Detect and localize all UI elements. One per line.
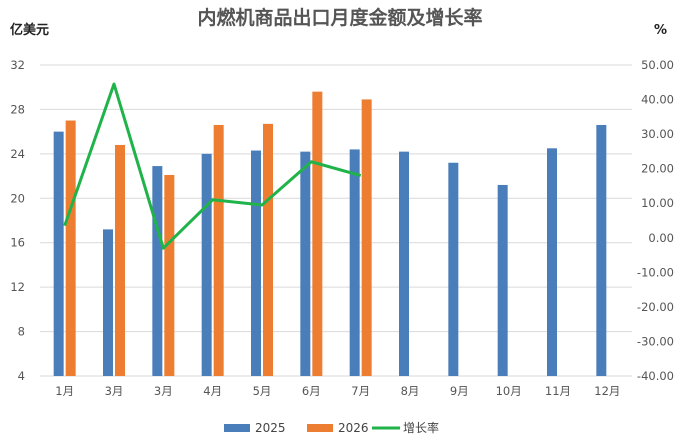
bar-2025-8 (399, 151, 409, 376)
bar-2025-7 (349, 149, 360, 376)
x-tick-label: 12月 (594, 384, 620, 398)
x-tick-label: 10月 (496, 384, 522, 398)
right-tick-label: 0.00 (648, 231, 674, 245)
bar-2025-9 (448, 162, 459, 376)
right-tick-label: -20.00 (637, 300, 674, 314)
chart-title: 内燃机商品出口月度金额及增长率 (197, 6, 482, 29)
bar-2026-4 (213, 124, 224, 376)
right-axis-ticks: -40.00 -30.00 -20.00 -10.00 0.00 10.00 20.00 30… (637, 58, 674, 383)
left-tick-label: 20 (10, 191, 25, 205)
left-tick-label: 28 (10, 102, 25, 116)
bar-2026-2 (115, 144, 125, 376)
bar-2026-3 (164, 174, 175, 376)
x-tick-label: 5月 (253, 384, 272, 398)
left-tick-label: 16 (10, 236, 25, 250)
bar-2025-6 (300, 151, 311, 376)
left-axis-ticks: 4 8 12 16 20 24 28 32 (10, 58, 25, 383)
growth-line-layer (63, 82, 362, 250)
growth-rate-line (63, 82, 362, 250)
gridlines (40, 64, 632, 377)
right-tick-label: -10.00 (637, 265, 674, 279)
left-tick-label: 24 (10, 147, 25, 161)
bar-2025-1 (53, 131, 64, 376)
bar-2025-5 (251, 150, 261, 376)
right-tick-label: 30.00 (641, 127, 674, 141)
x-tick-label: 11月 (545, 384, 571, 398)
bar-2026-5 (263, 123, 273, 376)
x-tick-label: 6月 (302, 384, 321, 398)
legend-label: 增长率 (403, 420, 439, 435)
legend: 2025 2026 增长率 (224, 420, 439, 435)
bar-2026-7 (361, 99, 372, 377)
x-axis-ticks: 1月 3月 3月 4月 5月 6月 7月 8月 9月 10月 11月 12月 (55, 384, 620, 398)
x-tick-label: 4月 (203, 384, 222, 398)
right-tick-label: 20.00 (641, 162, 674, 176)
x-tick-label: 3月 (105, 384, 124, 398)
x-tick-label: 9月 (450, 384, 469, 398)
right-axis-unit: % (654, 23, 667, 38)
x-tick-label: 3月 (154, 384, 173, 398)
right-tick-label: -30.00 (637, 334, 674, 348)
bar-2025-10 (497, 184, 508, 376)
left-tick-label: 12 (10, 280, 25, 294)
left-tick-label: 32 (10, 58, 25, 72)
right-tick-label: 10.00 (641, 196, 674, 210)
x-tick-label: 7月 (351, 384, 370, 398)
bars (53, 91, 607, 377)
x-tick-label: 8月 (401, 384, 420, 398)
bar-2026-1 (65, 120, 76, 377)
legend-swatch-2025 (224, 424, 250, 432)
bar-2026-6 (312, 91, 323, 377)
bar-2025-3 (152, 166, 163, 376)
right-tick-label: 50.00 (641, 58, 674, 72)
left-tick-label: 8 (18, 325, 25, 339)
left-axis-unit: 亿美元 (10, 22, 49, 38)
bar-2025-4 (201, 153, 212, 376)
legend-label: 2025 (255, 421, 286, 435)
legend-swatch-2026 (307, 424, 333, 432)
bar-2025-11 (547, 148, 557, 376)
bar-2025-2 (103, 229, 113, 376)
right-tick-label: 40.00 (641, 93, 674, 107)
legend-label: 2026 (338, 421, 369, 435)
x-tick-label: 1月 (55, 384, 74, 398)
left-tick-label: 4 (18, 369, 25, 383)
bar-2025-12 (596, 124, 607, 376)
right-tick-label: -40.00 (637, 369, 674, 383)
